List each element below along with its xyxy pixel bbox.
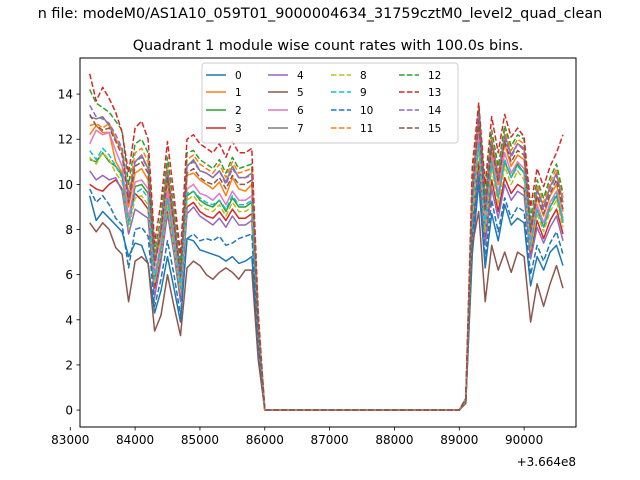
legend-label-4: 4 [297, 70, 304, 82]
x-tick-label: 88000 [375, 433, 413, 447]
legend-label-11: 11 [360, 123, 373, 135]
legend-box [201, 62, 459, 144]
legend-label-5: 5 [297, 87, 304, 99]
x-axis: 83000 84000 85000 86000 87000 88000 89000 90000 [51, 427, 543, 447]
legend-label-7: 7 [297, 123, 304, 135]
x-axis-offset-label: +3.664e8 [517, 455, 576, 469]
series-line-4 [89, 170, 564, 411]
series-line-11 [89, 109, 564, 411]
x-tick-label: 84000 [116, 433, 154, 447]
legend-label-13: 13 [428, 87, 441, 99]
series-line-3 [89, 161, 564, 411]
legend-label-2: 2 [235, 105, 242, 117]
chart-title: Quadrant 1 module wise count rates with … [133, 38, 524, 54]
legend-label-12: 12 [428, 70, 441, 82]
y-axis: 0 2 4 6 8 10 12 14 [58, 88, 80, 418]
series-line-15 [89, 114, 564, 411]
legend-label-0: 0 [235, 70, 242, 82]
legend-label-3: 3 [235, 123, 242, 135]
y-tick-label: 6 [65, 268, 73, 282]
y-tick-label: 2 [65, 358, 73, 372]
figure-suptitle: n file: modeM0/AS1A10_059T01_9000004634_… [38, 6, 603, 22]
y-tick-label: 0 [65, 404, 73, 418]
plot-frame [79, 57, 577, 428]
legend-label-14: 14 [428, 105, 442, 117]
series-line-5 [89, 210, 564, 411]
legend-label-1: 1 [235, 87, 242, 99]
legend-label-9: 9 [360, 87, 367, 99]
series-line-6 [89, 129, 564, 411]
series-line-1 [89, 124, 564, 411]
series-line-8 [89, 149, 564, 411]
legend-label-6: 6 [297, 105, 304, 117]
x-tick-label: 85000 [181, 433, 219, 447]
legend-label-10: 10 [360, 105, 373, 117]
x-tick-label: 86000 [246, 433, 284, 447]
y-tick-label: 12 [58, 133, 73, 147]
series-line-0 [88, 181, 564, 411]
y-tick-label: 4 [65, 313, 73, 327]
x-tick-label: 89000 [440, 433, 478, 447]
x-tick-label: 87000 [311, 433, 349, 447]
legend-label-15: 15 [428, 123, 441, 135]
y-tick-label: 10 [58, 178, 73, 192]
legend-label-8: 8 [360, 70, 367, 82]
series-line-10 [89, 174, 564, 411]
y-tick-label: 8 [65, 223, 73, 237]
series-line-9 [89, 143, 564, 411]
series-line-14 [89, 105, 564, 411]
x-tick-label: 83000 [51, 433, 89, 447]
y-tick-label: 14 [58, 88, 73, 102]
x-tick-label: 90000 [505, 433, 543, 447]
series-layer [88, 73, 564, 411]
series-line-12 [89, 89, 564, 411]
